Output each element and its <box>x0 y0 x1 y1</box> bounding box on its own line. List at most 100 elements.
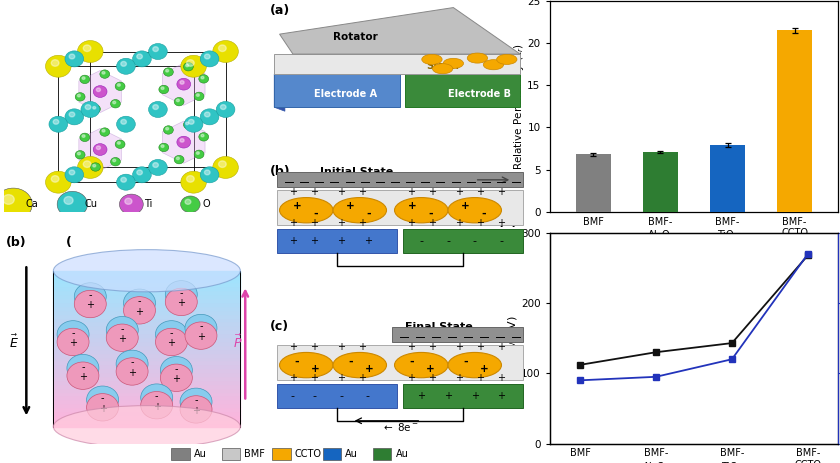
Circle shape <box>100 70 110 78</box>
Circle shape <box>141 388 173 415</box>
Circle shape <box>186 122 189 125</box>
Polygon shape <box>79 128 122 170</box>
Polygon shape <box>274 74 400 107</box>
Text: Au: Au <box>194 449 207 459</box>
Text: (b): (b) <box>270 165 291 178</box>
Circle shape <box>116 354 148 382</box>
Text: +: + <box>310 342 318 352</box>
Circle shape <box>83 45 91 51</box>
Text: -: - <box>295 357 299 366</box>
Circle shape <box>115 82 125 90</box>
Circle shape <box>199 132 208 141</box>
Circle shape <box>186 64 189 67</box>
Circle shape <box>0 188 32 220</box>
Bar <box>54 395 240 400</box>
Bar <box>54 376 240 380</box>
Text: +: + <box>407 188 415 198</box>
Text: -: - <box>120 324 124 334</box>
Circle shape <box>133 51 151 67</box>
Circle shape <box>155 321 187 348</box>
Bar <box>54 380 240 384</box>
Text: +: + <box>153 402 160 412</box>
Text: $\leftarrow$ 8e$^-$: $\leftarrow$ 8e$^-$ <box>381 421 419 433</box>
Text: $\vec{E}$: $\vec{E}$ <box>9 334 19 351</box>
Bar <box>575 154 611 212</box>
Circle shape <box>74 290 107 318</box>
Circle shape <box>74 283 107 310</box>
Bar <box>277 190 522 225</box>
Circle shape <box>118 84 120 86</box>
Text: -: - <box>180 288 183 298</box>
Circle shape <box>184 116 203 132</box>
Text: +: + <box>454 218 463 228</box>
Circle shape <box>200 109 219 125</box>
Circle shape <box>176 157 180 160</box>
Ellipse shape <box>54 406 240 448</box>
Circle shape <box>67 354 99 382</box>
Circle shape <box>77 156 103 178</box>
Circle shape <box>188 119 194 124</box>
Text: +: + <box>292 201 302 212</box>
Text: +: + <box>428 342 436 352</box>
Circle shape <box>119 194 144 214</box>
Bar <box>54 329 240 333</box>
Circle shape <box>117 58 135 74</box>
Circle shape <box>155 328 187 356</box>
Circle shape <box>204 112 210 117</box>
Circle shape <box>97 88 101 92</box>
Bar <box>54 298 240 302</box>
Bar <box>277 345 522 380</box>
Circle shape <box>69 112 75 117</box>
Circle shape <box>100 128 110 136</box>
Text: -: - <box>313 209 318 219</box>
Circle shape <box>121 62 126 66</box>
Text: -: - <box>500 236 503 246</box>
Circle shape <box>87 394 118 421</box>
Circle shape <box>113 159 116 162</box>
Circle shape <box>165 69 169 72</box>
Circle shape <box>160 364 192 392</box>
Text: +: + <box>337 236 345 246</box>
Circle shape <box>123 293 155 320</box>
Y-axis label: Relative Permittivity ($\varepsilon_r$): Relative Permittivity ($\varepsilon_r$) <box>512 43 526 170</box>
Circle shape <box>181 171 207 193</box>
Circle shape <box>91 105 101 113</box>
Circle shape <box>183 63 193 71</box>
Circle shape <box>69 170 75 175</box>
Text: +: + <box>359 373 366 383</box>
Bar <box>54 286 240 290</box>
Text: +: + <box>454 188 463 198</box>
Bar <box>54 353 240 357</box>
Text: +: + <box>480 364 489 374</box>
Circle shape <box>77 94 81 97</box>
Text: Ca: Ca <box>25 200 39 209</box>
Bar <box>54 407 240 411</box>
Circle shape <box>395 352 448 378</box>
Text: +: + <box>476 188 484 198</box>
Text: +: + <box>98 404 107 414</box>
Text: -: - <box>170 328 173 338</box>
Text: -: - <box>367 209 371 219</box>
Text: +: + <box>407 201 417 212</box>
Text: Cu: Cu <box>85 200 97 209</box>
Circle shape <box>116 350 148 378</box>
Circle shape <box>204 54 210 59</box>
Text: +: + <box>310 373 318 383</box>
Bar <box>54 423 240 427</box>
Text: -: - <box>71 328 75 338</box>
Bar <box>54 400 240 403</box>
Circle shape <box>65 167 84 183</box>
Polygon shape <box>162 121 205 163</box>
Y-axis label: $V_\mathrm{RMS}$ (V): $V_\mathrm{RMS}$ (V) <box>506 315 520 361</box>
Text: +: + <box>87 300 94 311</box>
Circle shape <box>121 177 126 182</box>
Bar <box>710 145 745 212</box>
Text: +: + <box>428 218 436 228</box>
Text: $\vec{P}$: $\vec{P}$ <box>234 334 243 351</box>
Circle shape <box>395 198 448 223</box>
Circle shape <box>123 297 155 324</box>
Text: -: - <box>194 395 197 405</box>
Circle shape <box>333 352 386 378</box>
Circle shape <box>80 75 90 84</box>
Circle shape <box>177 136 191 148</box>
